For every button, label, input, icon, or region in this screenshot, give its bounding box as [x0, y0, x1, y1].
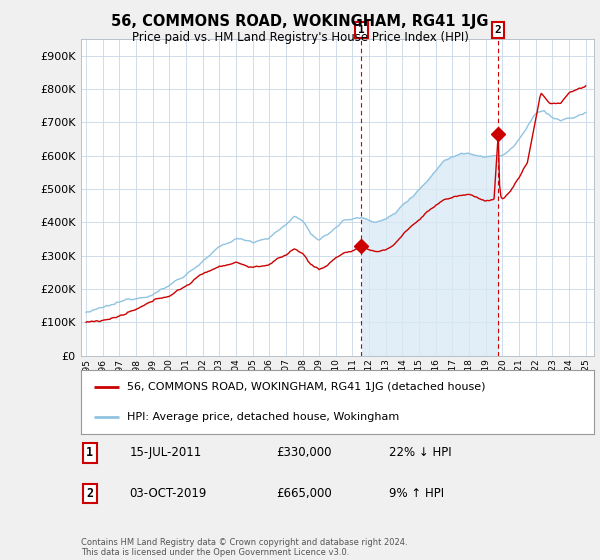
- Text: 2: 2: [495, 25, 502, 35]
- Text: 56, COMMONS ROAD, WOKINGHAM, RG41 1JG: 56, COMMONS ROAD, WOKINGHAM, RG41 1JG: [111, 14, 489, 29]
- Text: 1: 1: [358, 25, 365, 35]
- Text: 22% ↓ HPI: 22% ↓ HPI: [389, 446, 451, 459]
- Text: 56, COMMONS ROAD, WOKINGHAM, RG41 1JG (detached house): 56, COMMONS ROAD, WOKINGHAM, RG41 1JG (d…: [127, 382, 485, 392]
- Text: Price paid vs. HM Land Registry's House Price Index (HPI): Price paid vs. HM Land Registry's House …: [131, 31, 469, 44]
- Text: £665,000: £665,000: [276, 487, 332, 500]
- Text: Contains HM Land Registry data © Crown copyright and database right 2024.
This d: Contains HM Land Registry data © Crown c…: [81, 538, 407, 557]
- Text: 9% ↑ HPI: 9% ↑ HPI: [389, 487, 444, 500]
- Text: 2: 2: [86, 487, 93, 500]
- Text: 03-OCT-2019: 03-OCT-2019: [130, 487, 207, 500]
- Text: HPI: Average price, detached house, Wokingham: HPI: Average price, detached house, Woki…: [127, 412, 400, 422]
- Text: 1: 1: [86, 446, 93, 459]
- Text: £330,000: £330,000: [276, 446, 331, 459]
- Text: 15-JUL-2011: 15-JUL-2011: [130, 446, 202, 459]
